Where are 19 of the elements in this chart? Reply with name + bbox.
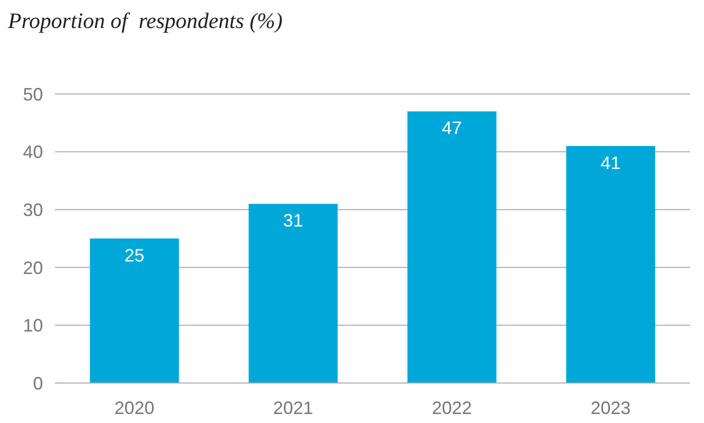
y-tick-label: 40: [22, 142, 43, 162]
x-tick-label: 2020: [114, 398, 154, 418]
y-tick-label: 0: [32, 373, 43, 394]
data-label: 31: [283, 210, 304, 231]
y-tick-label: 10: [22, 316, 43, 336]
data-label: 41: [600, 152, 621, 173]
y-tick-label: 20: [22, 258, 43, 278]
y-tick-label: 30: [22, 200, 43, 220]
data-label: 47: [442, 118, 462, 138]
data-label: 25: [124, 245, 144, 266]
chart-title: Proportion of respondents (%): [8, 8, 283, 34]
x-tick-label: 2021: [273, 398, 314, 418]
x-tick-label: 2022: [432, 398, 472, 418]
bar: [407, 111, 496, 383]
bar: [566, 146, 656, 383]
x-tick-label: 2023: [590, 398, 631, 418]
bar: [90, 238, 179, 383]
y-tick-label: 50: [22, 84, 43, 104]
bar: [248, 204, 338, 383]
